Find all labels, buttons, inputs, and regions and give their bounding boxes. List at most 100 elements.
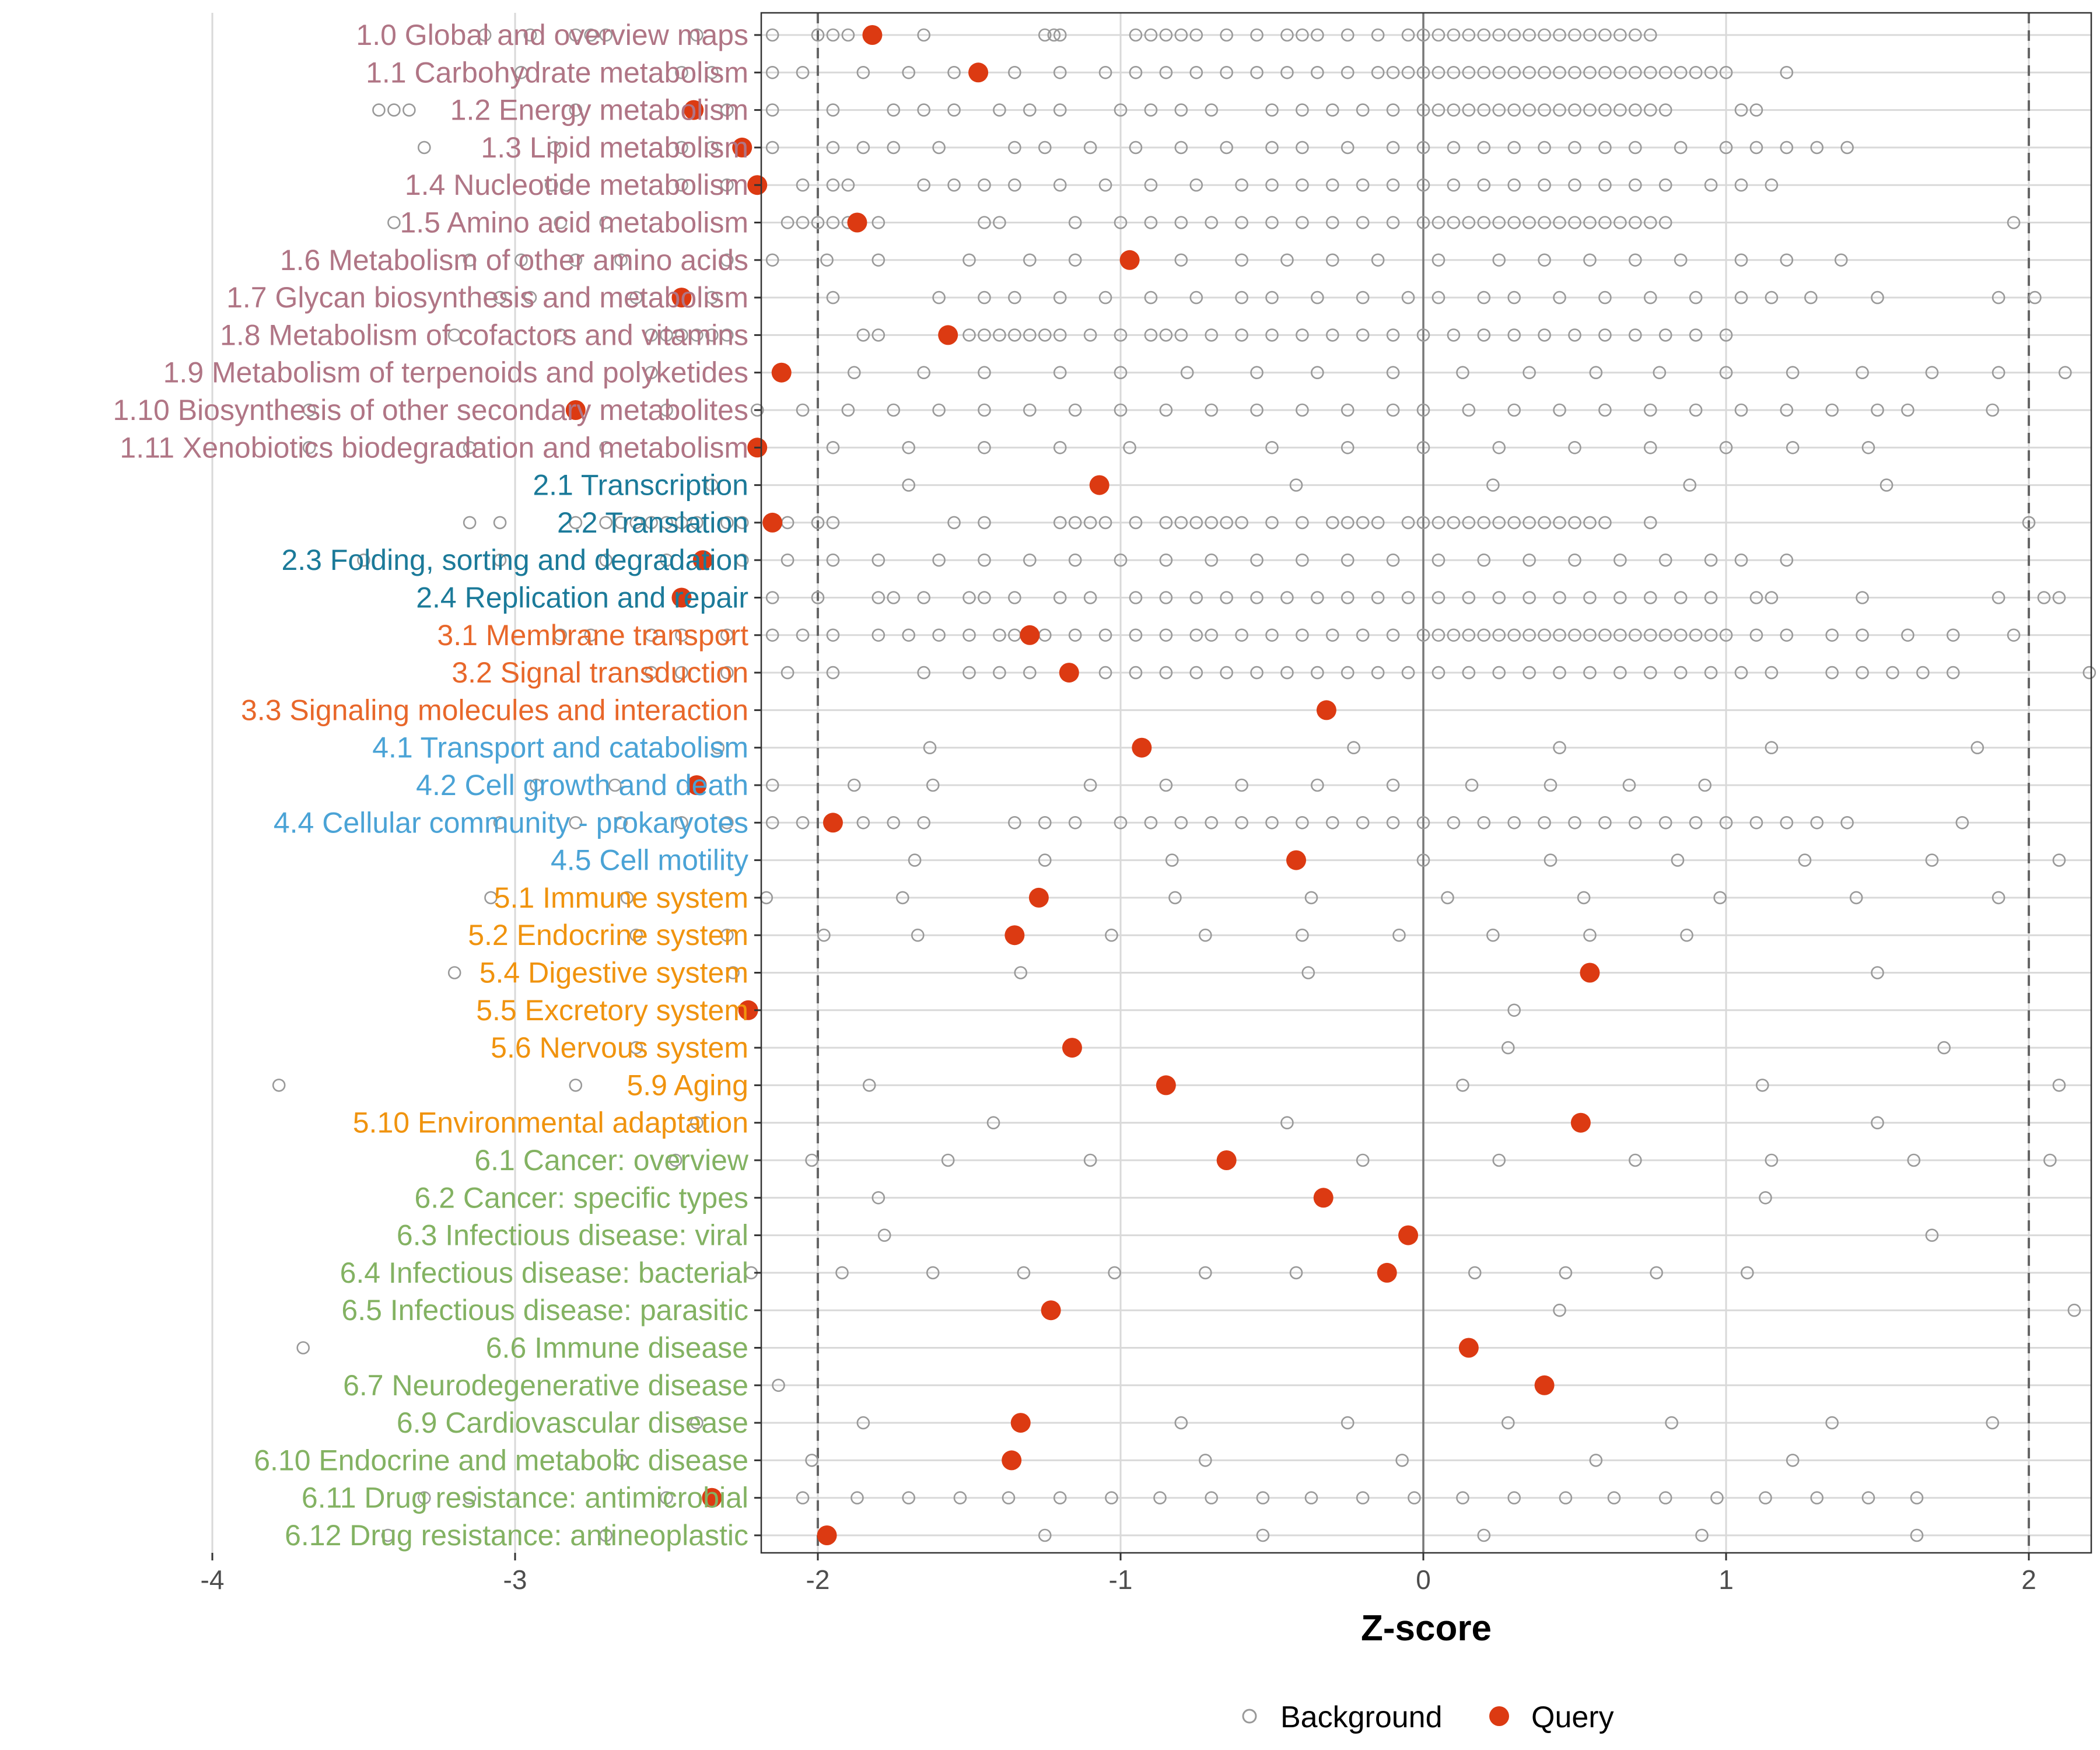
background-point bbox=[1296, 553, 1309, 567]
background-point bbox=[1432, 666, 1446, 680]
background-point bbox=[887, 141, 901, 155]
background-point bbox=[463, 440, 477, 454]
background-point bbox=[1553, 591, 1566, 604]
background-point bbox=[1447, 628, 1461, 642]
background-point bbox=[872, 628, 886, 642]
query-point bbox=[817, 1525, 837, 1545]
background-point bbox=[660, 1491, 673, 1504]
background-point bbox=[1068, 816, 1082, 830]
background-point bbox=[1311, 666, 1324, 680]
background-point bbox=[1356, 516, 1370, 530]
background-point bbox=[1507, 178, 1521, 192]
background-point bbox=[1098, 66, 1112, 79]
x-tick-label: -2 bbox=[806, 1564, 830, 1595]
category-label: 6.7 Neurodegenerative disease bbox=[343, 1369, 748, 1402]
background-point bbox=[1553, 1303, 1566, 1317]
background-point bbox=[690, 328, 704, 342]
background-point bbox=[629, 1041, 643, 1055]
background-point bbox=[1477, 628, 1491, 642]
background-point bbox=[1671, 853, 1685, 867]
background-point bbox=[1108, 1266, 1121, 1280]
background-point bbox=[1356, 103, 1370, 117]
background-point bbox=[1629, 141, 1642, 155]
background-point bbox=[1507, 103, 1521, 117]
background-point bbox=[272, 1079, 286, 1092]
background-point bbox=[1432, 28, 1446, 42]
background-point bbox=[1568, 628, 1581, 642]
background-point bbox=[941, 1153, 955, 1167]
background-point bbox=[1825, 666, 1839, 680]
background-point bbox=[705, 66, 719, 79]
background-point bbox=[1235, 778, 1248, 792]
query-point bbox=[687, 775, 707, 795]
background-point bbox=[1907, 1153, 1921, 1167]
background-point bbox=[1507, 328, 1521, 342]
background-point bbox=[1719, 440, 1733, 454]
background-point bbox=[1296, 816, 1309, 830]
background-point bbox=[1477, 553, 1491, 567]
background-point bbox=[1296, 141, 1309, 155]
background-point bbox=[780, 216, 794, 229]
background-point bbox=[675, 628, 688, 642]
background-point bbox=[1416, 516, 1430, 530]
background-point bbox=[1765, 290, 1779, 304]
background-point bbox=[1447, 216, 1461, 229]
background-point bbox=[620, 891, 634, 905]
background-point bbox=[1296, 328, 1309, 342]
background-point bbox=[690, 516, 704, 530]
background-point bbox=[1465, 778, 1479, 792]
background-point bbox=[1553, 628, 1566, 642]
category-label: 6.10 Endocrine and metabolic disease bbox=[254, 1444, 748, 1476]
background-point bbox=[1250, 366, 1264, 380]
background-point bbox=[1250, 28, 1264, 42]
background-point bbox=[1371, 28, 1385, 42]
background-point bbox=[1311, 290, 1324, 304]
background-point bbox=[1347, 741, 1360, 754]
background-point bbox=[1144, 328, 1158, 342]
background-point bbox=[584, 628, 598, 642]
background-point bbox=[1553, 403, 1566, 417]
background-point bbox=[796, 178, 810, 192]
background-point bbox=[1507, 66, 1521, 79]
background-point bbox=[872, 253, 886, 267]
background-point bbox=[1304, 1491, 1318, 1504]
background-point bbox=[660, 403, 673, 417]
background-point bbox=[1023, 253, 1037, 267]
background-point bbox=[614, 253, 628, 267]
background-point bbox=[1416, 440, 1430, 454]
query-point bbox=[684, 100, 704, 120]
background-point bbox=[1432, 591, 1446, 604]
background-point bbox=[554, 216, 568, 229]
background-point bbox=[1296, 403, 1309, 417]
background-point bbox=[2043, 1153, 2057, 1167]
background-point bbox=[1047, 28, 1061, 42]
background-point bbox=[1544, 853, 1558, 867]
background-point bbox=[1311, 66, 1324, 79]
background-point bbox=[1053, 66, 1067, 79]
background-point bbox=[514, 66, 528, 79]
background-point bbox=[1386, 628, 1400, 642]
background-point bbox=[1861, 1491, 1875, 1504]
background-point bbox=[1129, 66, 1143, 79]
background-point bbox=[963, 628, 976, 642]
background-point bbox=[856, 66, 870, 79]
background-point bbox=[1159, 403, 1173, 417]
background-point bbox=[660, 328, 673, 342]
background-point bbox=[1492, 666, 1506, 680]
background-point bbox=[1235, 178, 1248, 192]
background-point bbox=[1386, 328, 1400, 342]
background-point bbox=[1477, 178, 1491, 192]
background-point bbox=[1008, 816, 1021, 830]
background-point bbox=[1538, 516, 1551, 530]
background-point bbox=[2052, 591, 2066, 604]
background-point bbox=[569, 103, 583, 117]
background-point bbox=[1392, 928, 1406, 942]
background-point bbox=[917, 178, 930, 192]
background-point bbox=[1401, 591, 1415, 604]
background-point bbox=[1786, 366, 1800, 380]
background-point bbox=[1568, 440, 1581, 454]
category-label: 1.11 Xenobiotics biodegradation and meta… bbox=[120, 431, 748, 464]
background-point bbox=[1153, 1491, 1167, 1504]
background-point bbox=[1522, 28, 1536, 42]
background-point bbox=[1159, 778, 1173, 792]
